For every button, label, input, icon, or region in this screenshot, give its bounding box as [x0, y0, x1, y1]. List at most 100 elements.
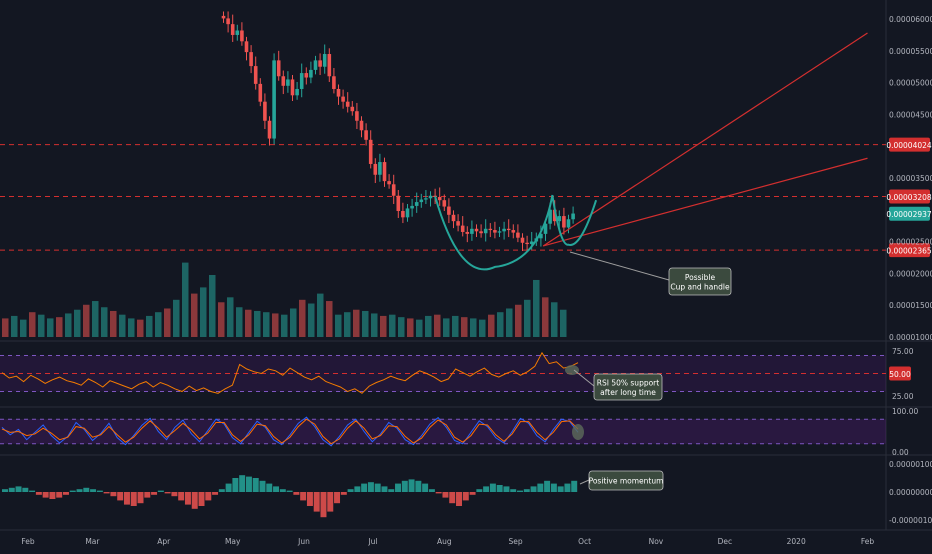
annotation-text: Cup and handle — [670, 282, 730, 291]
rsi-50-badge — [889, 366, 911, 381]
volume-bar — [47, 318, 54, 337]
candle-body — [451, 214, 456, 222]
momentum-bar — [489, 483, 496, 492]
momentum-bar — [327, 492, 334, 512]
candle-body — [318, 60, 322, 67]
momentum-bar — [523, 489, 530, 492]
time-axis-label: Aug — [437, 537, 452, 546]
candle-body — [336, 88, 341, 97]
momentum-bar — [313, 492, 320, 512]
time-axis-label: Apr — [157, 537, 171, 546]
candle-body — [539, 233, 543, 239]
candle-body — [470, 228, 474, 234]
volume-bar — [182, 262, 189, 337]
candle-body — [428, 195, 433, 199]
candle-body — [327, 54, 332, 77]
candle-body — [396, 195, 401, 211]
cup-handle-curve — [434, 194, 598, 271]
momentum-bar — [510, 489, 517, 492]
annotation-box[interactable] — [668, 267, 732, 296]
momentum-bar — [62, 492, 69, 495]
momentum-bar — [245, 476, 252, 492]
stoch-axis-label: 100.00 — [892, 407, 918, 416]
candle-body — [230, 24, 235, 35]
momentum-bar — [259, 480, 266, 492]
volume-bar — [389, 314, 396, 337]
volume-bar — [74, 309, 81, 337]
candle-body — [226, 18, 230, 25]
candle-body — [295, 88, 299, 96]
price-axis-label: 0.00006000 — [889, 15, 932, 24]
candle-body — [391, 184, 396, 196]
candle-body — [419, 199, 424, 203]
momentum-bar — [279, 489, 286, 492]
momentum-bar — [381, 486, 388, 492]
volume-bar — [254, 310, 261, 337]
momentum-bar — [537, 483, 544, 492]
momentum-bar — [225, 483, 232, 492]
candle-body — [557, 216, 562, 222]
momentum-bar — [435, 492, 442, 494]
candle-body — [516, 232, 520, 238]
time-axis-label: Sep — [509, 537, 523, 546]
level-badge — [889, 189, 930, 204]
candle-body — [258, 83, 263, 102]
candle-body — [240, 30, 244, 42]
momentum-bar — [469, 492, 476, 495]
momentum-bar — [361, 483, 368, 492]
momentum-bar — [252, 478, 259, 492]
volume-bar — [272, 313, 279, 337]
volume-bar — [479, 319, 486, 337]
momentum-bar — [354, 486, 361, 492]
candle-body — [405, 208, 410, 218]
candle-body — [543, 223, 548, 234]
volume-bar — [425, 315, 432, 337]
annotation-box[interactable] — [588, 470, 664, 491]
candle-body — [548, 209, 552, 224]
momentum-bar — [293, 492, 300, 495]
current-price-label: 0.00002937 — [886, 210, 932, 219]
momentum-bar — [90, 489, 97, 492]
candle-body — [299, 73, 304, 89]
candle-body — [244, 41, 249, 53]
candle-body — [276, 60, 281, 77]
candle-body — [483, 228, 488, 234]
momentum-bar — [483, 486, 490, 492]
annotation-text: Positive momentum — [589, 477, 664, 486]
momentum-bar — [334, 492, 341, 504]
volume-bar — [299, 299, 306, 337]
momentum-bar — [29, 490, 36, 492]
candle-body — [571, 213, 575, 220]
candle-body — [368, 139, 373, 164]
volume-bar — [452, 315, 459, 337]
candle-body — [249, 52, 253, 67]
time-axis-label: 2020 — [787, 537, 806, 546]
candle-body — [414, 202, 419, 206]
candle-body — [442, 200, 447, 207]
volume-bar — [407, 318, 414, 337]
volume-bar — [290, 308, 297, 337]
momentum-bar — [347, 489, 354, 492]
level-badge-label: 0.00002365 — [886, 247, 932, 256]
price-axis-label: 0.00003500 — [889, 174, 932, 183]
momentum-bar — [191, 492, 198, 509]
candle-body — [502, 228, 506, 232]
volume-bar — [245, 309, 252, 337]
annotation-text: RSI 50% support — [597, 378, 659, 387]
candle-body — [359, 120, 364, 131]
candle-body — [313, 60, 318, 70]
annotation-box[interactable] — [593, 373, 663, 401]
candle-body — [267, 120, 272, 139]
momentum-axis-label: 0.00000000 — [889, 488, 932, 497]
candle-body — [401, 210, 405, 218]
momentum-bar — [137, 492, 144, 504]
annotation-leader — [569, 251, 670, 281]
volume-bar — [164, 308, 171, 337]
momentum-bar — [428, 489, 435, 492]
momentum-bar — [442, 492, 449, 498]
momentum-bar — [496, 485, 503, 492]
candle-body — [345, 101, 350, 107]
